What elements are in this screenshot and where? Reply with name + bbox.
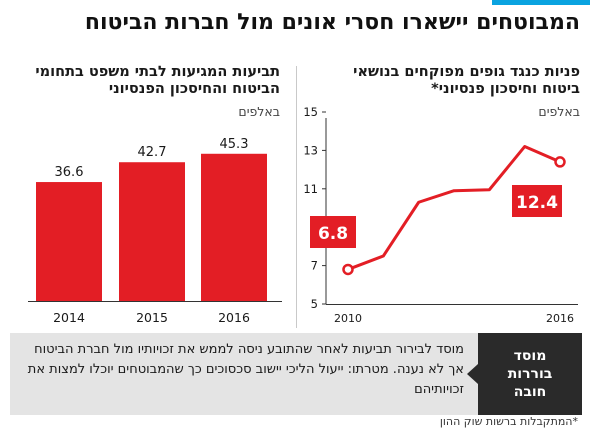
bar-value-label: 42.7 <box>138 145 167 160</box>
line-x-tick-label: 2010 <box>334 312 362 325</box>
bar-chart: 36.6 2014 42.7 2015 45.3 2016 <box>28 137 282 325</box>
line-point-2010 <box>342 263 354 276</box>
bar-category-label: 2016 <box>218 310 250 325</box>
bar-chart-unit-text: באלפים <box>238 104 280 119</box>
bar-category-label: 2015 <box>136 310 168 325</box>
line-end-label-box <box>512 185 562 217</box>
line-chart-unit: באלפים <box>310 104 580 119</box>
panel-divider <box>296 66 297 328</box>
bar-chart-title-line1: תביעות המגיעות לבתי משפט בתחומי <box>35 64 280 80</box>
bar-chart-unit: באלפים <box>10 104 280 119</box>
bar-value-label: 45.3 <box>220 137 249 152</box>
bar-chart-title-line2: הביטוח והחיסכון הפנסיוני <box>108 81 280 97</box>
info-box-label-line2: בוררות <box>507 366 553 382</box>
line-chart-title-line2: ביטוח וחיסכון פנסיוני* <box>431 81 580 97</box>
line-y-tick-label: 13 <box>303 143 318 157</box>
bar-2015 <box>119 162 185 301</box>
info-box-label: מוסד בוררות חובה <box>467 333 582 415</box>
line-chart: 151311975201020166.812.4 <box>303 105 578 325</box>
info-box-label-line3: חובה <box>513 384 547 400</box>
accent-bar <box>492 0 590 5</box>
bar-category-label: 2014 <box>53 310 85 325</box>
line-y-tick-label: 7 <box>311 259 318 273</box>
line-y-tick-label: 5 <box>311 297 318 311</box>
footnote: *המתקבלות ברשות שוק ההון <box>439 415 578 428</box>
bar-chart-title: תביעות המגיעות לבתי משפט בתחומי הביטוח ו… <box>10 64 280 98</box>
bar-2014 <box>36 182 102 301</box>
bar-2016 <box>201 153 267 301</box>
main-title: המבוטחים יישארו חסרי אונים מול חברות הבי… <box>84 10 580 35</box>
line-y-tick-label: 11 <box>303 182 318 196</box>
line-series <box>347 145 561 271</box>
line-chart-unit-text: באלפים <box>538 104 580 119</box>
line-x-tick-label: 2016 <box>546 312 574 325</box>
bar-value-label: 36.6 <box>55 165 84 180</box>
line-point-2016 <box>554 156 566 168</box>
line-chart-title-line1: פניות כנגד גופים מפוקחים בנושאי <box>353 64 580 80</box>
line-start-label-box <box>310 216 356 248</box>
line-end-label: 12.4 <box>516 193 558 213</box>
info-box-text: מוסד לבירור תביעות לאחר שהתובע ניסה לממש… <box>10 333 478 415</box>
line-y-tick-label: 15 <box>303 105 318 119</box>
info-box: מוסד לבירור תביעות לאחר שהתובע ניסה לממש… <box>10 333 582 415</box>
line-start-label: 6.8 <box>318 224 348 244</box>
line-chart-title: פניות כנגד גופים מפוקחים בנושאי ביטוח וח… <box>310 64 580 98</box>
info-box-label-line1: מוסד <box>513 348 547 364</box>
